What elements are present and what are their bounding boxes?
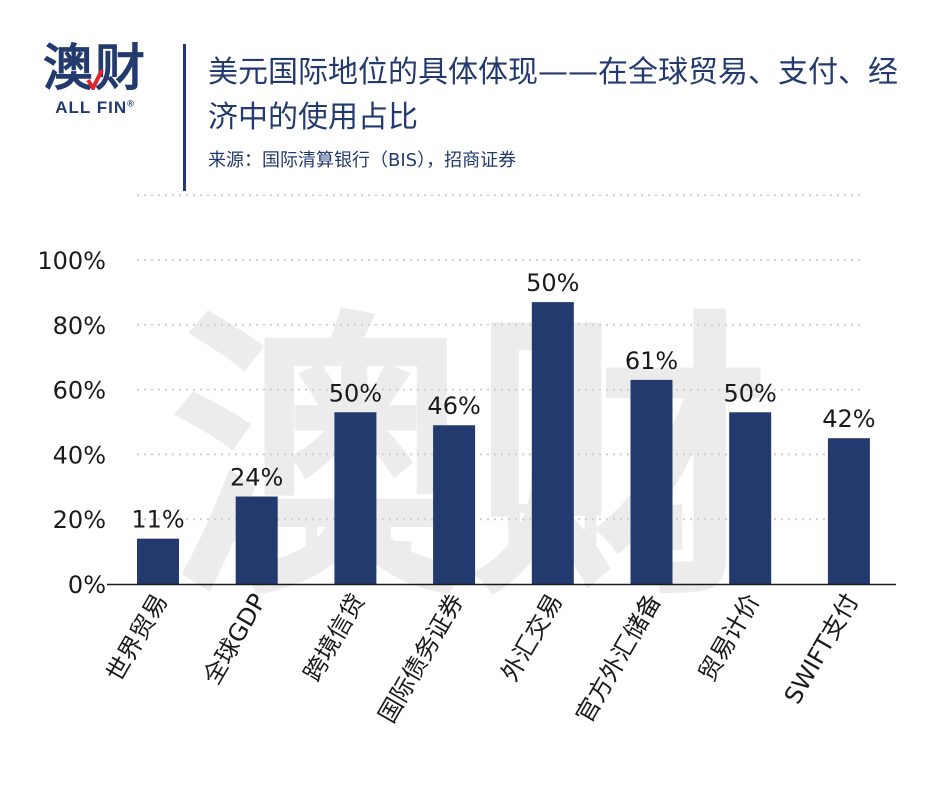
x-tick-label: 世界贸易 (101, 589, 173, 686)
bar (433, 425, 476, 584)
bar-chart: 澳财 ALL FIN 0%20%40%60%80%100% 11%24%50%4… (37, 194, 896, 728)
data-label: 11% (131, 506, 184, 534)
y-tick-label: 20% (53, 506, 106, 534)
bar (235, 496, 278, 584)
x-tick-label: SWIFT支付 (779, 589, 864, 709)
y-tick-label: 40% (53, 441, 106, 469)
header-divider (183, 44, 186, 191)
data-label: 50% (724, 379, 777, 407)
data-label: 61% (625, 347, 678, 375)
data-label: 50% (329, 379, 382, 407)
data-label: 50% (526, 269, 579, 297)
data-label: 46% (427, 392, 480, 420)
bar (531, 302, 574, 584)
y-tick-label: 100% (37, 247, 106, 275)
registered-mark: ® (127, 98, 135, 109)
data-labels: 11% 24% 50% 46% 50% 61% 50% 42% (131, 269, 875, 534)
logo: 澳财 ALL FIN® (30, 40, 170, 120)
logo-subtext: ALL FIN® (55, 98, 135, 117)
y-tick-label: 80% (53, 312, 106, 340)
chart-source: 来源：国际清算银行（BIS），招商证券 (208, 150, 517, 171)
y-axis-ticks: 0% 20% 40% 60% 80% 100% (37, 247, 106, 599)
bar (729, 412, 772, 584)
data-label: 42% (822, 405, 875, 433)
data-label: 24% (230, 464, 283, 492)
bar (630, 379, 673, 584)
bar (334, 412, 377, 584)
y-tick-label: 60% (53, 377, 106, 405)
bar (137, 538, 179, 584)
chart-title: 美元国际地位的具体体现——在全球贸易、支付、经济中的使用占比 (208, 55, 898, 135)
bar (827, 438, 870, 584)
y-tick-label: 0% (68, 571, 106, 599)
bars (137, 302, 870, 584)
logo-checkmark-icon (86, 69, 104, 90)
